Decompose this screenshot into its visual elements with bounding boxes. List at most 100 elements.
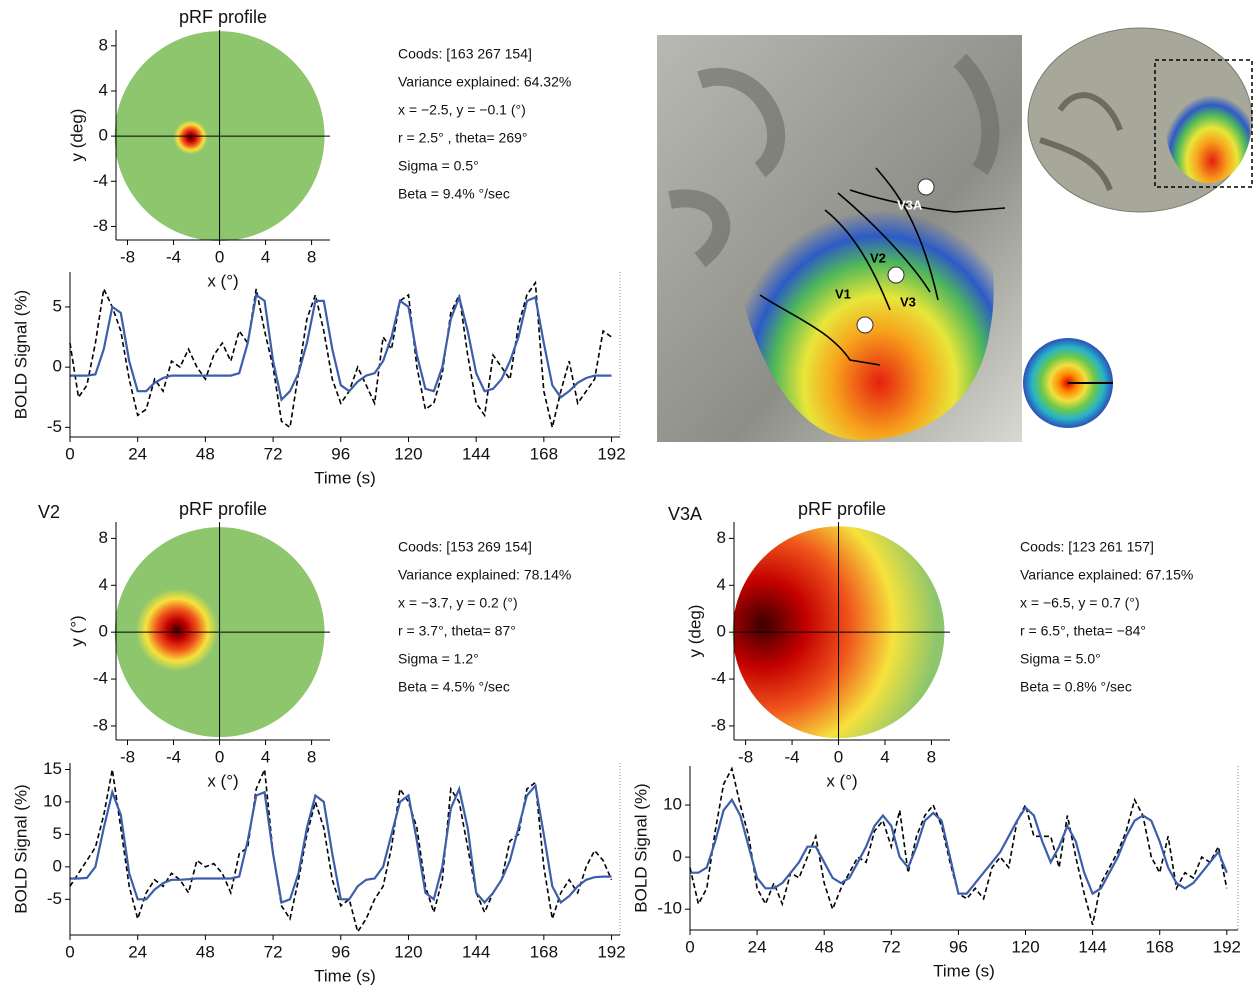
annotation: Beta = 0.8% °/sec bbox=[1020, 679, 1132, 695]
x-axis-label: x (°) bbox=[826, 771, 857, 790]
chart-title: pRF profile bbox=[798, 499, 886, 519]
annotation: Coods: [153 269 154] bbox=[398, 539, 532, 555]
x-tick-label: 72 bbox=[882, 937, 901, 956]
prf-gaussian bbox=[734, 522, 950, 740]
x-tick-label: 4 bbox=[261, 247, 270, 266]
annotation: Coods: [163 267 154] bbox=[398, 46, 532, 62]
y-tick-label: -5 bbox=[47, 417, 62, 436]
y-tick-label: 8 bbox=[99, 528, 108, 547]
y-tick-label: 5 bbox=[53, 824, 62, 843]
x-tick-label: 24 bbox=[748, 937, 767, 956]
x-tick-label: 0 bbox=[65, 942, 74, 961]
x-tick-label: 48 bbox=[196, 444, 215, 463]
y-tick-label: 4 bbox=[99, 80, 108, 99]
x-tick-label: 120 bbox=[394, 444, 422, 463]
y-tick-label: 15 bbox=[43, 759, 62, 778]
x-tick-label: 0 bbox=[65, 444, 74, 463]
x-tick-label: 0 bbox=[685, 937, 694, 956]
annotation: r = 6.5°, theta= −84° bbox=[1020, 623, 1146, 639]
x-tick-label: 72 bbox=[264, 444, 283, 463]
x-tick-label: -4 bbox=[785, 747, 800, 766]
annotation: Variance explained: 64.32% bbox=[398, 74, 571, 90]
x-axis-label: x (°) bbox=[207, 771, 238, 790]
x-tick-label: 48 bbox=[815, 937, 834, 956]
x-tick-label: 8 bbox=[307, 747, 316, 766]
x-tick-label: 168 bbox=[1146, 937, 1174, 956]
x-tick-label: 168 bbox=[530, 942, 558, 961]
chart-title: pRF profile bbox=[179, 7, 267, 27]
voxel-marker bbox=[918, 179, 934, 195]
data-line bbox=[70, 770, 612, 932]
annotation: Sigma = 1.2° bbox=[398, 651, 479, 667]
area-label: V3A bbox=[897, 197, 923, 212]
y-tick-label: 5 bbox=[53, 296, 62, 315]
x-tick-label: 72 bbox=[264, 942, 283, 961]
annotation: r = 2.5° , theta= 269° bbox=[398, 130, 528, 146]
annotation: Beta = 4.5% °/sec bbox=[398, 679, 510, 695]
y-tick-label: 0 bbox=[53, 856, 62, 875]
x-tick-label: 168 bbox=[530, 444, 558, 463]
y-tick-label: 10 bbox=[663, 795, 682, 814]
y-tick-label: 8 bbox=[717, 528, 726, 547]
area-label: V1 bbox=[835, 286, 851, 301]
annotation: x = −3.7, y = 0.2 (°) bbox=[398, 595, 518, 611]
area-label: V3 bbox=[900, 294, 916, 309]
area-label: V2 bbox=[870, 250, 886, 265]
x-tick-label: 144 bbox=[1078, 937, 1106, 956]
y-tick-label: -10 bbox=[657, 899, 682, 918]
y-axis-label: BOLD Signal (%) bbox=[631, 783, 650, 912]
y-tick-label: 0 bbox=[99, 622, 108, 641]
x-tick-label: 144 bbox=[462, 942, 490, 961]
x-tick-label: -8 bbox=[738, 747, 753, 766]
x-tick-label: 48 bbox=[196, 942, 215, 961]
x-tick-label: 192 bbox=[597, 942, 625, 961]
data-line bbox=[690, 769, 1227, 925]
brain-map: V1 V2 V3 V3A bbox=[657, 28, 1252, 442]
y-tick-label: 0 bbox=[673, 847, 682, 866]
prf-gaussian bbox=[116, 30, 330, 240]
x-tick-label: -4 bbox=[166, 747, 181, 766]
annotation: Coods: [123 261 157] bbox=[1020, 539, 1154, 555]
data-line bbox=[70, 283, 612, 428]
x-tick-label: 144 bbox=[462, 444, 490, 463]
x-axis-label: Time (s) bbox=[314, 966, 376, 985]
y-axis-label: y (deg) bbox=[67, 109, 86, 162]
voxel-marker bbox=[888, 267, 904, 283]
x-tick-label: 96 bbox=[331, 942, 350, 961]
x-tick-label: 0 bbox=[834, 747, 843, 766]
annotation: Variance explained: 78.14% bbox=[398, 567, 571, 583]
x-tick-label: 8 bbox=[927, 747, 936, 766]
x-tick-label: 4 bbox=[261, 747, 270, 766]
x-tick-label: 96 bbox=[949, 937, 968, 956]
model-line bbox=[690, 800, 1227, 894]
y-tick-label: 4 bbox=[717, 575, 726, 594]
annotation: x = −2.5, y = −0.1 (°) bbox=[398, 102, 526, 118]
y-tick-label: 4 bbox=[99, 575, 108, 594]
annotation: r = 3.7°, theta= 87° bbox=[398, 623, 516, 639]
y-tick-label: 0 bbox=[717, 622, 726, 641]
x-tick-label: 192 bbox=[1213, 937, 1241, 956]
x-axis-label: Time (s) bbox=[933, 961, 995, 980]
y-axis-label: BOLD Signal (%) bbox=[11, 784, 30, 913]
prf-gaussian bbox=[116, 522, 330, 740]
x-tick-label: 24 bbox=[128, 942, 147, 961]
y-axis-label: BOLD Signal (%) bbox=[11, 290, 30, 419]
chart-title: pRF profile bbox=[179, 499, 267, 519]
figure: V1 V2 V3 V3A -8-4048-8-4048x (°)y (deg)p… bbox=[0, 0, 1257, 985]
y-tick-label: -4 bbox=[93, 171, 108, 190]
model-line bbox=[70, 295, 612, 400]
x-axis-label: x (°) bbox=[207, 271, 238, 290]
x-tick-label: 96 bbox=[331, 444, 350, 463]
y-tick-label: 10 bbox=[43, 791, 62, 810]
voxel-marker bbox=[857, 317, 873, 333]
x-tick-label: -8 bbox=[120, 747, 135, 766]
annotation: x = −6.5, y = 0.7 (°) bbox=[1020, 595, 1140, 611]
annotation: Beta = 9.4% °/sec bbox=[398, 186, 510, 202]
y-axis-label: y (deg) bbox=[685, 605, 704, 658]
y-tick-label: -8 bbox=[93, 715, 108, 734]
y-tick-label: 0 bbox=[99, 126, 108, 145]
y-tick-label: -8 bbox=[711, 715, 726, 734]
panel-label: V3A bbox=[668, 504, 702, 524]
y-tick-label: -8 bbox=[93, 216, 108, 235]
x-tick-label: -8 bbox=[120, 247, 135, 266]
